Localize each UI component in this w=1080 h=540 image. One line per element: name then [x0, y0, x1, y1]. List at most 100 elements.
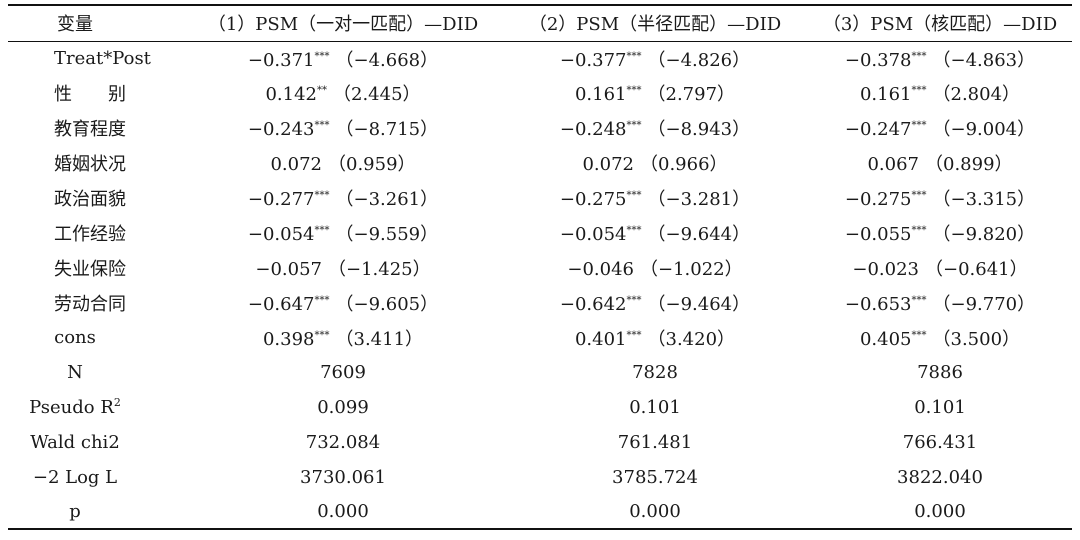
significance-stars: ***	[626, 294, 642, 306]
coef-value: −0.248	[559, 119, 627, 141]
t-statistic: （−4.826）	[647, 49, 751, 71]
stat-value: 7609	[320, 361, 366, 383]
stat-label-text: Pseudo R	[29, 396, 114, 418]
header-model-3: （3）PSM（核匹配）—DID	[808, 4, 1072, 42]
coef-value: 0.072	[582, 154, 634, 176]
coef-cell: −0.275*** （−3.281）	[502, 181, 808, 216]
coef-cell: −0.057 （−1.425）	[184, 250, 502, 285]
significance-stars: ***	[314, 120, 330, 132]
coef-cell: −0.243*** （−8.715）	[184, 111, 502, 146]
row-label: 政治面貌	[54, 189, 126, 210]
stat-value: 3785.724	[612, 466, 698, 488]
coef-value: −0.647	[247, 293, 315, 315]
stat-label-text: p	[69, 501, 81, 523]
coef-cell: −0.054*** （−9.644）	[502, 215, 808, 250]
coef-cell: −0.247*** （−9.004）	[808, 111, 1072, 146]
coef-cell: 0.161*** （2.797）	[502, 76, 808, 111]
t-statistic: （−9.605）	[335, 293, 439, 315]
table-row: 劳动合同 −0.647*** （−9.605） −0.642*** （−9.464） −0…	[8, 285, 1072, 320]
significance-stars: ***	[626, 85, 642, 97]
row-label: Treat*Post	[54, 48, 151, 70]
coef-cell: −0.371*** （−4.668）	[184, 41, 502, 76]
coef-value: −0.054	[559, 223, 627, 245]
stat-row: N 7609 7828 7886	[8, 355, 1072, 390]
coef-value: 0.067	[867, 154, 919, 176]
row-label: 性 别	[54, 84, 126, 106]
table-row: Treat*Post −0.371*** （−4.668） −0.377*** （−4.…	[8, 41, 1072, 76]
coef-cell: 0.398*** （3.411）	[184, 320, 502, 355]
coef-cell: 0.072 （0.966）	[502, 146, 808, 181]
table-row: cons 0.398*** （3.411） 0.401*** （3.420） 0.405*…	[8, 320, 1072, 355]
coef-cell: 0.405*** （3.500）	[808, 320, 1072, 355]
t-statistic: （−9.559）	[335, 223, 439, 245]
stat-label: p	[8, 494, 184, 531]
table-row: 政治面貌 −0.277*** （−3.261） −0.275*** （−3.281） −0…	[8, 181, 1072, 216]
significance-stars: ***	[314, 294, 330, 306]
header-model-1: （1）PSM（一对一匹配）—DID	[184, 4, 502, 42]
coef-cell: −0.054*** （−9.559）	[184, 215, 502, 250]
coef-cell: 0.072 （0.959）	[184, 146, 502, 181]
stat-value: 0.101	[914, 396, 966, 418]
coef-value: −0.277	[247, 189, 315, 210]
t-statistic: （2.797）	[647, 84, 736, 106]
t-statistic: （−9.770）	[932, 293, 1036, 315]
coef-value: −0.377	[559, 49, 627, 71]
coef-value: −0.055	[844, 223, 912, 245]
stat-label: N	[8, 355, 184, 390]
t-statistic: （0.959）	[328, 154, 416, 176]
coef-cell: −0.653*** （−9.770）	[808, 285, 1072, 320]
stat-value: 7828	[632, 361, 678, 383]
significance-stars: ***	[911, 190, 927, 201]
t-statistic: （0.899）	[925, 154, 1013, 176]
t-statistic: （2.445）	[333, 84, 421, 106]
coef-cell: 0.142** （2.445）	[184, 76, 502, 111]
significance-stars: ***	[314, 190, 330, 201]
regression-table-container: 变量 （1）PSM（一对一匹配）—DID （2）PSM（半径匹配）—DID （3…	[8, 4, 1072, 531]
row-label: cons	[54, 327, 96, 349]
header-model-2: （2）PSM（半径匹配）—DID	[502, 4, 808, 42]
table-row: 婚姻状况 0.072 （0.959） 0.072 （0.966） 0.067 （0.899）	[8, 146, 1072, 181]
t-statistic: （−9.004）	[932, 119, 1036, 141]
header-row: 变量 （1）PSM（一对一匹配）—DID （2）PSM（半径匹配）—DID （3…	[8, 4, 1072, 42]
t-statistic: （−4.668）	[335, 49, 439, 71]
coef-cell: −0.277*** （−3.261）	[184, 181, 502, 216]
coef-value: −0.054	[247, 223, 315, 245]
stat-row: −2 Log L 3730.061 3785.724 3822.040	[8, 460, 1072, 495]
coef-value: −0.642	[559, 293, 627, 315]
table-row: 性 别 0.142** （2.445） 0.161*** （2.797） 0.161***…	[8, 76, 1072, 111]
t-statistic: （−3.315）	[932, 189, 1036, 210]
coef-cell: −0.647*** （−9.605）	[184, 285, 502, 320]
coef-cell: 0.161*** （2.804）	[808, 76, 1072, 111]
t-statistic: （2.804）	[932, 84, 1021, 106]
table-body: Treat*Post −0.371*** （−4.668） −0.377*** （−4.…	[8, 41, 1072, 531]
row-label: 失业保险	[54, 258, 126, 280]
coef-cell: −0.248*** （−8.943）	[502, 111, 808, 146]
table-row: 失业保险 −0.057 （−1.425） −0.046 （−1.022） −0.023 （−…	[8, 250, 1072, 285]
stat-value: 3822.040	[897, 466, 983, 488]
stat-label-text: N	[67, 361, 83, 383]
coef-value: −0.243	[247, 119, 315, 141]
significance-stars: ***	[626, 329, 642, 341]
row-label: 工作经验	[54, 223, 126, 245]
coef-value: −0.378	[844, 49, 912, 71]
stat-value: 761.481	[617, 431, 693, 453]
coef-cell: −0.378*** （−4.863）	[808, 41, 1072, 76]
coef-cell: −0.377*** （−4.826）	[502, 41, 808, 76]
coef-value: 0.401	[574, 328, 627, 350]
table-row: 工作经验 −0.054*** （−9.559） −0.054*** （−9.644） −0…	[8, 215, 1072, 250]
coef-cell: −0.275*** （−3.315）	[808, 181, 1072, 216]
t-statistic: （−8.715）	[335, 119, 439, 141]
t-statistic: （3.420）	[647, 328, 736, 350]
row-label: 婚姻状况	[54, 154, 126, 176]
coef-value: 0.142	[265, 84, 317, 106]
stat-row: Pseudo R2 0.099 0.101 0.101	[8, 390, 1072, 425]
coef-cell: −0.046 （−1.022）	[502, 250, 808, 285]
t-statistic: （−9.644）	[647, 223, 751, 245]
coef-value: 0.072	[270, 154, 322, 176]
coef-value: −0.247	[844, 119, 912, 141]
stat-label: Wald chi2	[8, 425, 184, 460]
significance-stars: ***	[314, 224, 330, 236]
significance-stars: **	[317, 85, 327, 97]
significance-stars: ***	[911, 329, 927, 341]
coef-value: −0.653	[844, 293, 912, 315]
